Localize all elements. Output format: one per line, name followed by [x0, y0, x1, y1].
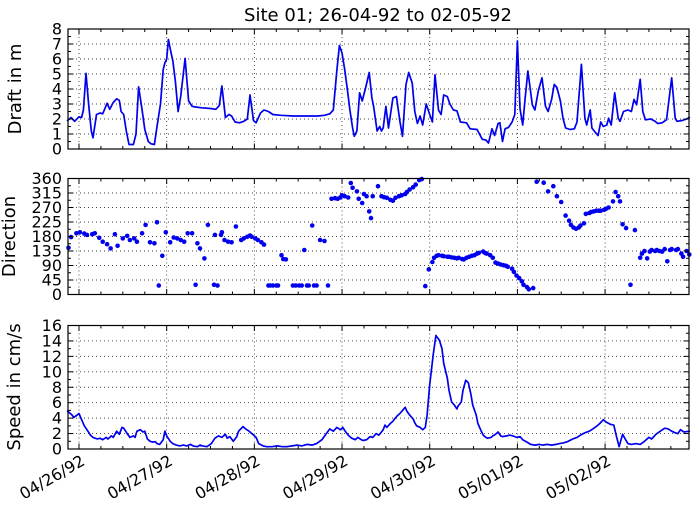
ytick-label: 315	[31, 184, 62, 203]
plot-panels: 0123456780459013518022527031536002468101…	[16, 20, 692, 503]
xtick-label: 04/26/92	[16, 451, 88, 503]
xtick-label: 04/28/92	[192, 451, 264, 503]
ylabel-draft: Draft in m	[5, 44, 26, 135]
ytick-label: 5	[52, 65, 62, 84]
ytick-label: 270	[31, 198, 62, 217]
ytick-label: 4	[52, 80, 62, 99]
ytick-label: 90	[42, 256, 62, 275]
ytick-label: 0	[52, 285, 62, 304]
xtick-label: 05/02/92	[542, 451, 614, 503]
ytick-label: 2	[52, 424, 62, 443]
ytick-label: 0	[52, 140, 62, 159]
ytick-label: 6	[52, 393, 62, 412]
ytick-label: 8	[52, 378, 62, 397]
ytick-label: 3	[52, 95, 62, 114]
ytick-label: 14	[42, 331, 62, 350]
ytick-label: 180	[31, 227, 62, 246]
ytick-label: 1	[52, 125, 62, 144]
ytick-label: 225	[31, 213, 62, 232]
xtick-label: 05/01/92	[455, 451, 527, 503]
ytick-label: 45	[42, 271, 62, 290]
ytick-label: 0	[52, 440, 62, 459]
xtick-label: 04/27/92	[104, 451, 176, 503]
ylabel-direction: Direction	[0, 196, 20, 277]
ytick-label: 135	[31, 242, 62, 261]
ytick-label: 16	[42, 316, 62, 335]
ytick-label: 6	[52, 50, 62, 69]
ytick-label: 4	[52, 409, 62, 428]
ylabel-speed: Speed in cm/s	[4, 323, 25, 450]
xtick-label: 04/29/92	[279, 451, 351, 503]
ytick-label: 7	[52, 35, 62, 54]
ytick-label: 8	[52, 20, 62, 39]
ytick-label: 360	[31, 169, 62, 188]
ytick-label: 10	[42, 362, 62, 381]
ytick-label: 2	[52, 110, 62, 129]
xtick-label: 04/30/92	[367, 451, 439, 503]
ytick-label: 12	[42, 347, 62, 366]
chart-title: Site 01; 26-04-92 to 02-05-92	[244, 5, 512, 26]
